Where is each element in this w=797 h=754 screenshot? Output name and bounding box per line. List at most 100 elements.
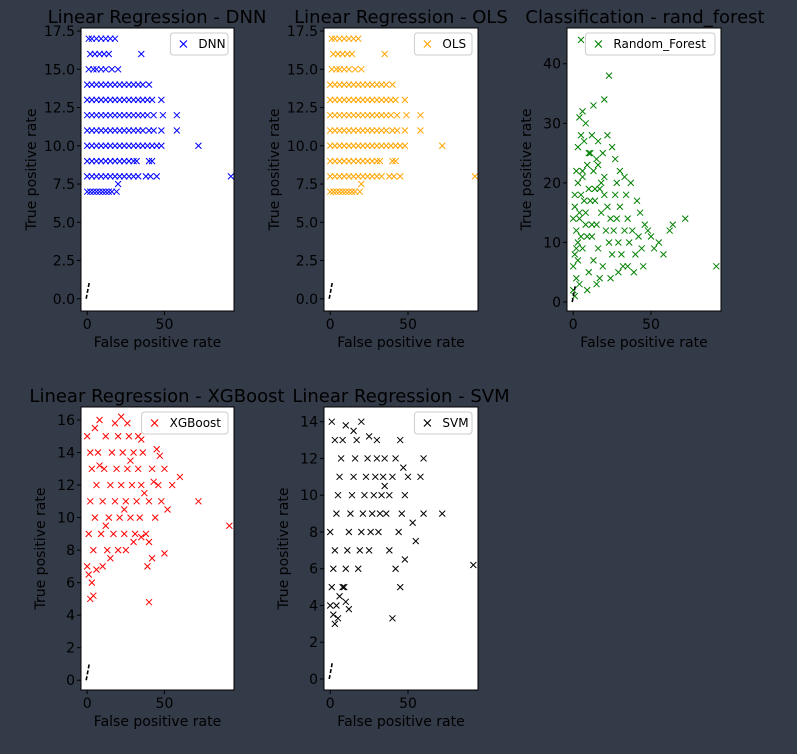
data-point (574, 143, 582, 151)
data-point (621, 227, 628, 234)
data-point (590, 102, 597, 109)
data-point (130, 538, 137, 546)
data-point (608, 143, 616, 151)
data-point (340, 583, 348, 591)
y-tick-label: 6 (309, 562, 318, 578)
data-point (356, 546, 364, 554)
data-point (173, 111, 181, 119)
data-point (93, 188, 100, 196)
data-point (329, 188, 337, 196)
data-point (137, 50, 145, 58)
data-point (148, 157, 156, 165)
y-tick-label: 2 (66, 641, 75, 657)
data-point (373, 157, 381, 165)
data-point (403, 111, 410, 119)
data-point (114, 180, 122, 188)
data-point (580, 137, 588, 145)
data-point (621, 173, 628, 181)
data-point (590, 257, 597, 264)
y-tick-label: 20 (543, 176, 561, 192)
data-point (599, 262, 607, 270)
data-point (412, 537, 420, 545)
y-tick-label: 14 (300, 415, 318, 431)
data-point (100, 465, 108, 473)
data-point (569, 262, 577, 270)
data-point (604, 203, 611, 211)
data-point (145, 598, 153, 606)
y-tick-label: 0 (66, 673, 75, 689)
data-point (326, 602, 334, 609)
data-point (624, 262, 632, 270)
data-point (628, 227, 636, 234)
data-point (381, 50, 389, 58)
data-point (572, 167, 580, 175)
data-point (339, 188, 347, 196)
data-point (572, 227, 580, 234)
data-point (348, 50, 356, 58)
data-point (102, 522, 110, 530)
y-axis-label: True positive rate (24, 109, 40, 232)
data-point (660, 251, 667, 258)
data-point (329, 611, 337, 619)
data-point (669, 221, 677, 228)
reference-line (571, 285, 577, 303)
data-point (333, 65, 340, 73)
data-point (88, 465, 96, 473)
data-point (334, 614, 342, 622)
data-point (438, 142, 446, 150)
data-point (409, 519, 417, 527)
data-point (93, 566, 100, 573)
y-tick-label: 2.5 (53, 254, 75, 270)
data-point (382, 81, 390, 88)
data-point (354, 565, 362, 573)
data-point (633, 197, 641, 205)
data-point (334, 491, 342, 499)
data-point (367, 528, 375, 536)
chart-title: Linear Regression - SVM (292, 386, 509, 407)
data-point (130, 157, 137, 165)
data-point (624, 215, 632, 223)
data-point (99, 497, 106, 505)
data-point (150, 111, 157, 119)
data-point (594, 161, 602, 169)
data-point (579, 173, 586, 181)
data-point (577, 191, 585, 199)
data-point (605, 239, 613, 246)
scatter-points (326, 418, 477, 628)
data-point (586, 149, 594, 157)
subplot-2: Linear Regression - OLS 0.0 2.5 5.0 7.5 10.0 1… (267, 7, 508, 351)
x-tick-label: 0 (326, 317, 335, 333)
data-point (373, 436, 381, 444)
data-point (571, 203, 579, 211)
data-point (635, 233, 642, 240)
data-point (122, 546, 130, 554)
data-point (362, 473, 370, 481)
data-point (613, 215, 621, 223)
y-tick-label: 16 (57, 413, 75, 429)
data-point (611, 155, 619, 163)
y-tick-label: 17.5 (44, 24, 75, 40)
data-point (594, 245, 602, 252)
data-point (336, 592, 343, 600)
data-point (585, 185, 593, 193)
data-point (579, 245, 586, 252)
data-point (647, 233, 655, 240)
subplot-1: Linear Regression - DNN 0.0 2.5 5.0 7.5 10.0 1… (24, 7, 266, 351)
data-point (392, 96, 399, 104)
y-tick-label: 12.5 (44, 101, 75, 117)
data-point (571, 251, 579, 258)
data-point (582, 209, 590, 217)
data-point (119, 449, 127, 456)
data-point (133, 497, 140, 505)
data-point (371, 473, 379, 481)
data-point (96, 462, 103, 469)
data-point (395, 528, 403, 536)
y-tick-label: 10 (543, 235, 561, 251)
chart-title: Linear Regression - XGBoost (29, 386, 284, 407)
data-point (145, 538, 153, 546)
data-point (583, 161, 591, 169)
data-point (396, 173, 404, 180)
data-point (387, 111, 395, 119)
x-tick-label: 50 (399, 317, 417, 333)
data-point (365, 546, 373, 554)
